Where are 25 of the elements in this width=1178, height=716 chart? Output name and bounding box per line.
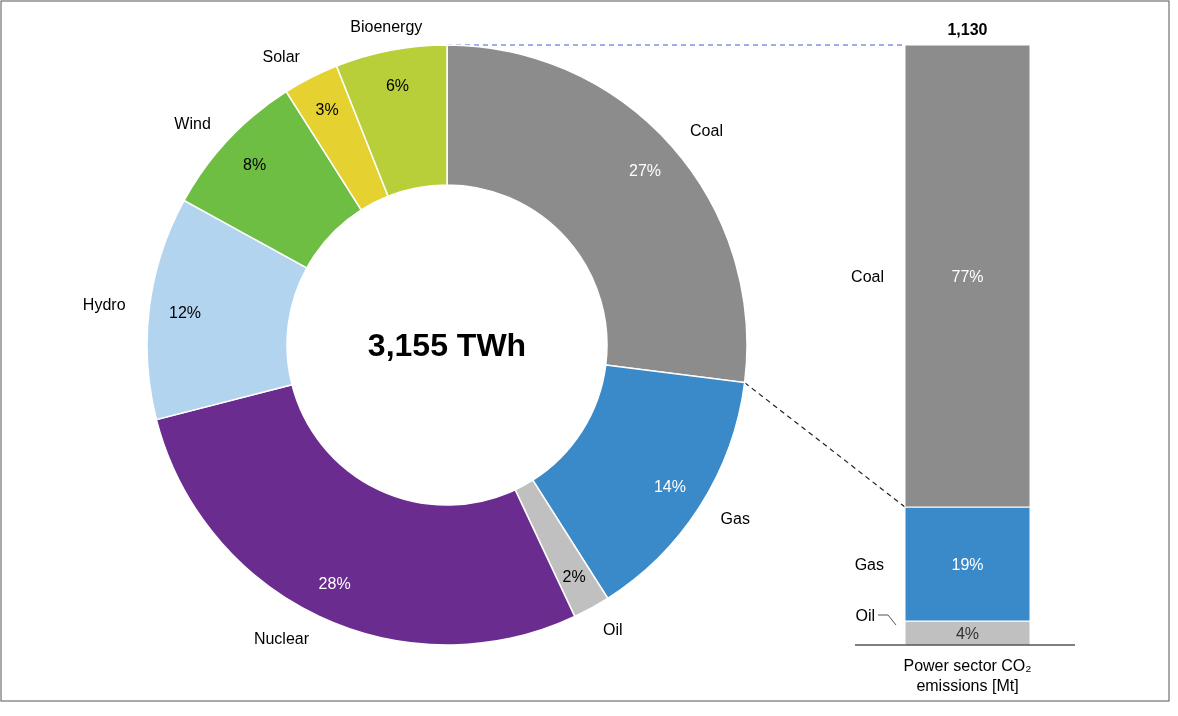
data-label: 14% (653, 478, 686, 496)
data-label: 3% (315, 101, 339, 119)
slice-label: Hydro (82, 295, 126, 313)
data-label: 28% (318, 575, 351, 593)
series-label: Oil (855, 606, 875, 624)
slice-label: Coal (690, 122, 723, 140)
series-label: Gas (854, 555, 884, 573)
data-label: 6% (385, 77, 410, 95)
slice-label: Gas (720, 510, 750, 528)
x-axis-title: Power sector CO₂ emissions [Mt] (903, 657, 1032, 694)
slice-label: Nuclear (253, 629, 310, 647)
data-label: 77% (951, 267, 984, 285)
data-label: 2% (562, 567, 586, 585)
text: 3,155 TWh (367, 327, 527, 364)
series-label: Coal (851, 267, 884, 285)
data-label: 19% (951, 555, 984, 573)
data-label: 27% (629, 162, 662, 180)
slice-label: Wind (174, 114, 211, 132)
slice-label: Solar (262, 47, 301, 65)
slice-label: Oil (603, 620, 623, 638)
slice-label: Bioenergy (350, 18, 423, 36)
data-label: 8% (242, 155, 267, 173)
text: 1,130 (947, 21, 988, 38)
data-label: 4% (955, 624, 980, 642)
data-label: 12% (169, 303, 202, 321)
